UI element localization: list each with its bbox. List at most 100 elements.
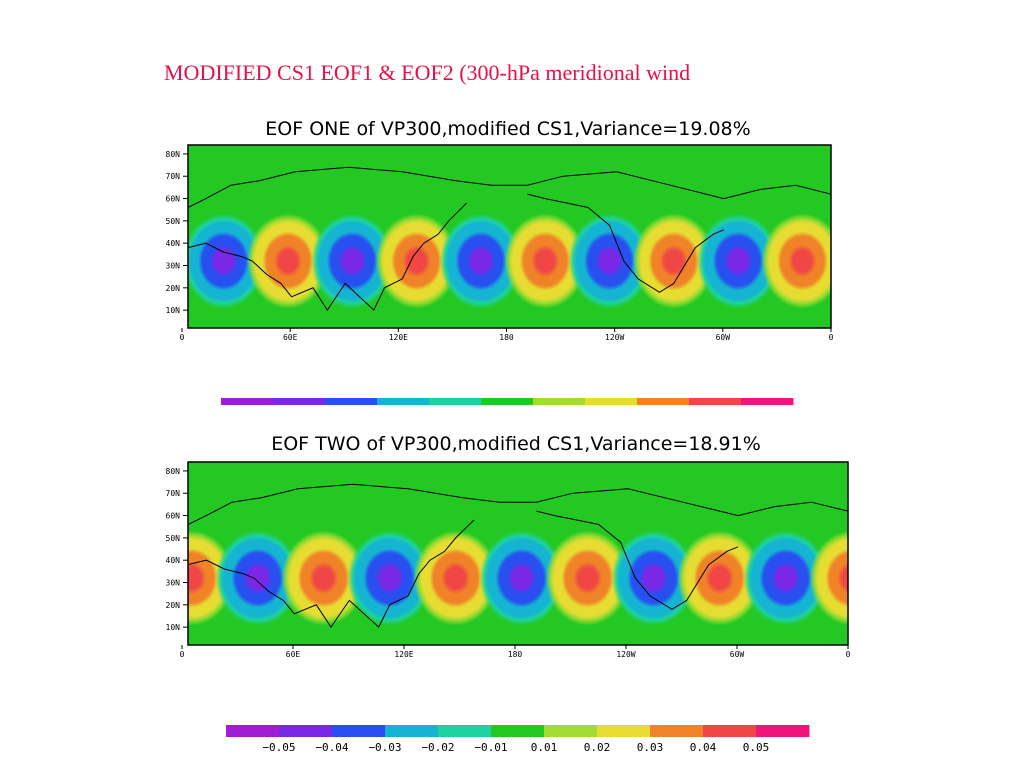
x-tick-label: 0 [180,650,185,659]
coastline-1 [188,519,475,628]
negative-anomaly-7 [611,530,696,626]
negative-anomaly-5 [479,530,564,626]
colorbar-swatch [585,398,638,405]
positive-anomaly-9 [761,213,831,309]
colorbar-swatch [481,398,534,405]
positive-anomaly-4 [413,530,498,626]
coastline-2 [536,510,739,610]
coastlines [188,166,831,312]
x-tick-label: 0 [829,333,834,342]
negative-anomaly-0 [188,213,265,309]
colorbar-1 [221,398,794,405]
eof2-plot: EOF TWO of VP300,modified CS1,Variance=1… [166,433,851,659]
y-tick-label: 40N [166,239,181,248]
colorbar-label: −0.01 [474,741,507,754]
x-tick-label: 180 [499,333,514,342]
positive-anomaly-6 [545,530,630,626]
chart-title: EOF TWO of VP300,modified CS1,Variance=1… [271,433,761,455]
slide-title: MODIFIED CS1 EOF1 & EOF2 (300-hPa meridi… [164,60,691,85]
colorbar-swatch [533,398,586,405]
y-tick-label: 50N [166,534,181,543]
y-tick-label: 80N [166,150,181,159]
colorbar-label: −0.03 [368,741,401,754]
colorbar-label: −0.04 [315,741,348,754]
colorbar-swatch [544,725,598,737]
colorbar-swatch [273,398,326,405]
y-tick-label: 60N [166,512,181,521]
y-tick-label: 70N [166,172,181,181]
colorbar-swatch [221,398,274,405]
colorbar-swatch [325,398,378,405]
colorbar-swatch [226,725,280,737]
y-tick-label: 10N [166,306,181,315]
y-tick-label: 10N [166,623,181,632]
y-tick-label: 60N [166,195,181,204]
chart-title: EOF ONE of VP300,modified CS1,Variance=1… [265,118,750,140]
colorbar-swatch [689,398,742,405]
positive-anomaly-2 [281,530,366,626]
negative-anomaly-2 [311,213,394,309]
x-tick-label: 60E [286,650,301,659]
positive-anomaly-1 [246,213,330,309]
coastline-1 [188,202,467,312]
colorbar-label: 0.03 [637,741,664,754]
positive-anomaly-10 [809,530,848,626]
y-tick-label: 40N [166,556,181,565]
colorbar-swatch [703,725,757,737]
x-tick-label: 60W [730,650,745,659]
positive-anomaly-7 [632,213,715,309]
negative-anomaly-9 [743,530,828,626]
coastline-0 [188,483,848,525]
x-tick-label: 60W [716,333,731,342]
colorbar-label: −0.05 [262,741,295,754]
colorbar-swatch [438,725,492,737]
negative-anomaly-1 [215,530,300,626]
coastline-0 [188,166,831,208]
colorbar-swatch [377,398,430,405]
y-tick-label: 30N [166,262,181,271]
negative-anomaly-3 [347,530,432,626]
coastlines [188,483,848,628]
colorbar-swatch [279,725,333,737]
y-tick-label: 70N [166,489,181,498]
plot-frame [187,144,832,329]
negative-anomaly-8 [697,213,780,309]
y-tick-label: 50N [166,217,181,226]
x-tick-label: 120E [394,650,413,659]
negative-anomaly-6 [568,213,651,309]
eof1-plot: EOF ONE of VP300,modified CS1,Variance=1… [166,118,834,342]
colorbar-swatch [756,725,810,737]
colorbar-label: 0.05 [743,741,770,754]
colorbar-swatch [491,725,545,737]
x-tick-label: 120W [616,650,635,659]
colorbar-swatch [385,725,439,737]
colorbar-swatch [650,725,704,737]
x-tick-label: 60E [283,333,298,342]
colorbar-swatch [429,398,482,405]
colorbar-swatch [637,398,690,405]
colorbar-label: 0.02 [584,741,611,754]
colorbar-label: 0.01 [531,741,558,754]
x-tick-label: 120W [605,333,624,342]
colorbar-swatch [597,725,651,737]
anomaly-field [188,530,848,626]
positive-anomaly-8 [677,530,762,626]
positive-anomaly-5 [504,213,587,309]
colorbar-2: −0.05 −0.04 −0.03 −0.02 −0.01 0.01 0.02 0.03 0.0… [226,725,810,754]
x-tick-label: 0 [846,650,851,659]
y-tick-label: 80N [166,467,181,476]
y-tick-label: 20N [166,601,181,610]
anomaly-field [188,213,831,309]
coastline-2 [527,193,724,293]
plot-frame [187,461,849,646]
positive-anomaly-3 [375,213,458,309]
colorbar-label: −0.02 [421,741,454,754]
x-tick-label: 120E [389,333,408,342]
negative-anomaly-4 [439,213,523,309]
y-tick-label: 30N [166,579,181,588]
x-tick-label: 0 [180,333,185,342]
y-tick-label: 20N [166,284,181,293]
colorbar-label: 0.04 [690,741,717,754]
colorbar-swatch [741,398,794,405]
